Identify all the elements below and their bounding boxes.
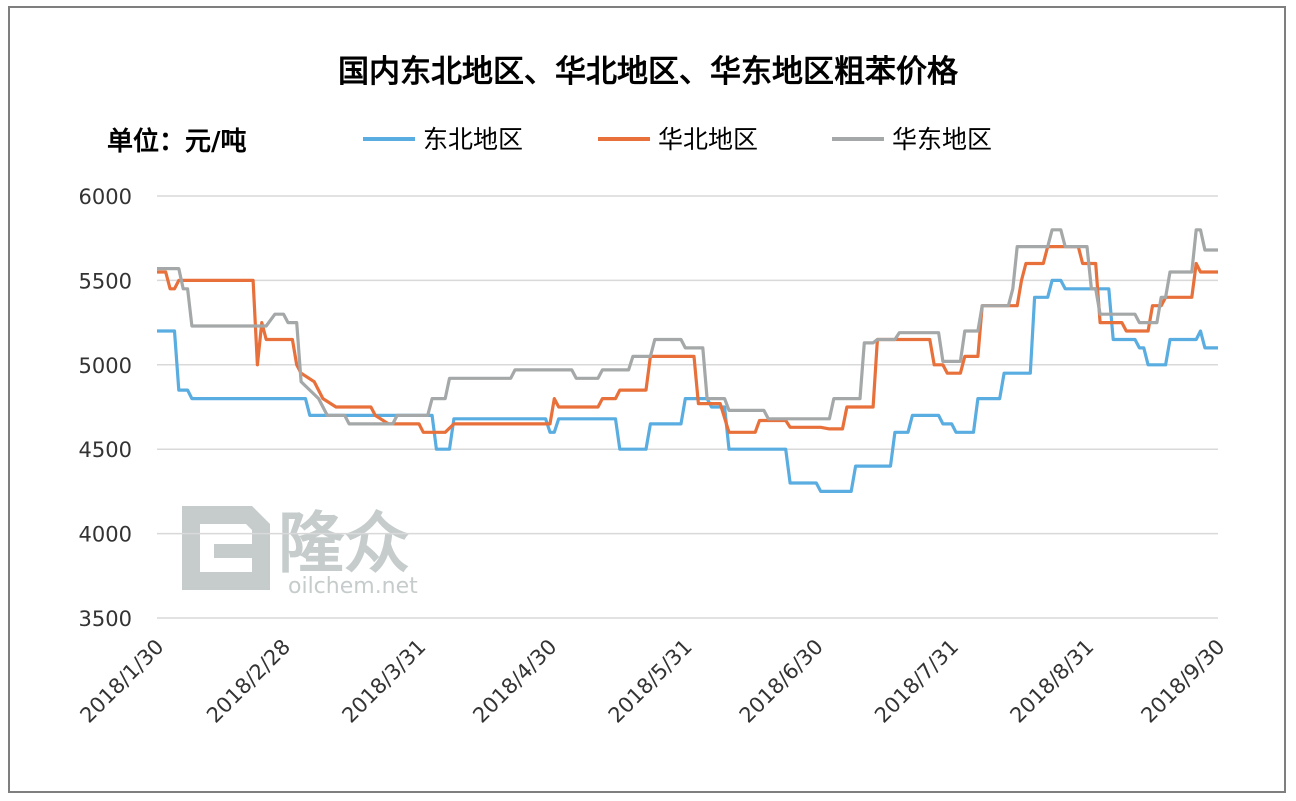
- y-tick-label-6000: 6000: [79, 185, 132, 209]
- legend-label-3: 华东地区: [892, 125, 992, 154]
- gridlines: [157, 195, 1218, 619]
- x-axis-ticks: 2018/1/30 2018/2/28 2018/3/31 2018/4/30 2018…: [75, 635, 1229, 728]
- y-tick-label-5000: 5000: [79, 354, 132, 378]
- x-tick-label-7: 2018/7/31: [870, 635, 963, 728]
- legend-label-2: 华北地区: [658, 125, 758, 154]
- watermark-logo: [182, 506, 270, 590]
- legend: 东北地区 华北地区 华东地区: [363, 125, 992, 154]
- y-tick-label-5500: 5500: [79, 269, 132, 293]
- y-axis-ticks: 3500 4000 4500 5000 5500 6000: [79, 185, 132, 631]
- chart-title: 国内东北地区、华北地区、华东地区粗苯价格: [338, 54, 959, 90]
- x-tick-label-4: 2018/4/30: [468, 635, 561, 728]
- y-tick-label-4500: 4500: [79, 438, 132, 462]
- series-line-2: [157, 245, 1218, 434]
- unit-label: 单位：元/吨: [107, 126, 247, 157]
- x-tick-label-5: 2018/5/31: [604, 635, 697, 728]
- watermark-site: oilchem.net: [288, 574, 418, 599]
- x-tick-label-1: 2018/1/30: [75, 635, 168, 728]
- watermark-brand: 隆众: [278, 505, 410, 582]
- series-line-3: [157, 228, 1218, 426]
- x-tick-label-2: 2018/2/28: [202, 635, 295, 728]
- series-lines: [157, 228, 1218, 493]
- y-tick-label-4000: 4000: [79, 523, 132, 547]
- x-tick-label-6: 2018/6/30: [735, 635, 828, 728]
- x-tick-label-9: 2018/9/30: [1136, 635, 1229, 728]
- y-tick-label-3500: 3500: [79, 607, 132, 631]
- x-tick-label-8: 2018/8/31: [1005, 635, 1098, 728]
- x-tick-label-3: 2018/3/31: [337, 635, 430, 728]
- legend-label-1: 东北地区: [423, 125, 523, 154]
- series-line-1: [157, 278, 1218, 493]
